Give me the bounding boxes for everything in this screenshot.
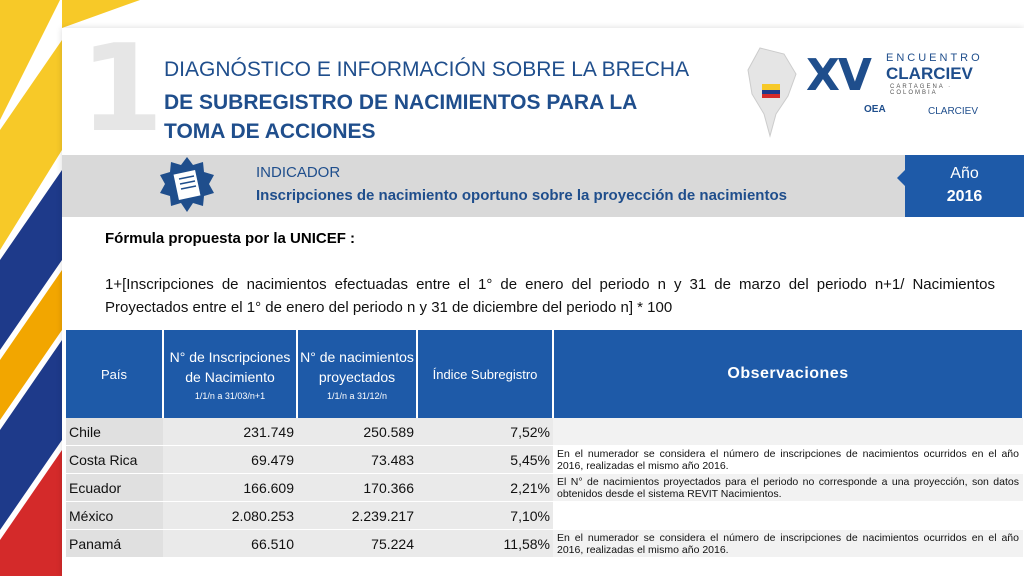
cell-proyectados: 75.224: [297, 529, 417, 558]
slide-title-line1: DIAGNÓSTICO E INFORMACIÓN SOBRE LA BRECH…: [164, 58, 690, 81]
header-pais: País: [66, 330, 164, 418]
cell-inscripciones: 231.749: [163, 418, 297, 446]
formula-text: 1+[Inscripciones de nacimientos efectuad…: [105, 276, 995, 316]
table-header-row: País N° de Inscripciones de Nacimiento 1…: [66, 330, 1024, 418]
header-inscripciones-label: N° de Inscripciones de Nacimiento: [169, 349, 291, 385]
header-observaciones: Observaciones: [553, 330, 1024, 418]
cell-proyectados: 2.239.217: [297, 501, 417, 530]
table-row: Panamá 66.510 75.224 11,58% En el numera…: [66, 529, 1023, 558]
header-inscripciones: N° de Inscripciones de Nacimiento 1/1/n …: [163, 330, 298, 418]
cell-indice: 2,21%: [417, 473, 553, 502]
cell-indice: 7,52%: [417, 418, 553, 446]
table-row: Ecuador 166.609 170.366 2,21% El N° de n…: [66, 473, 1023, 502]
cell-observaciones: El N° de nacimientos proyectados para el…: [553, 473, 1023, 502]
year-label: Año: [950, 165, 979, 182]
cell-indice: 11,58%: [417, 529, 553, 558]
table-row: Chile 231.749 250.589 7,52%: [66, 418, 1023, 446]
cell-pais: Ecuador: [66, 473, 163, 502]
cell-pais: México: [66, 501, 163, 530]
table-row: México 2.080.253 2.239.217 7,10%: [66, 501, 1023, 530]
year-notch: [897, 170, 905, 186]
logo-clarciev: CLARCIEV: [886, 64, 973, 83]
indicator-text: Inscripciones de nacimiento oportuno sob…: [256, 187, 787, 204]
cell-observaciones: [553, 418, 1023, 446]
certificate-badge-icon: [160, 157, 214, 212]
cell-inscripciones: 2.080.253: [163, 501, 297, 530]
cell-observaciones: En el numerador se considera el número d…: [553, 529, 1023, 558]
header-proyectados: N° de nacimientos proyectados 1/1/n a 31…: [297, 330, 418, 418]
cell-pais: Panamá: [66, 529, 163, 558]
header-proyectados-sub: 1/1/n a 31/12/n: [326, 391, 388, 401]
logo-encuentro: ENCUENTRO: [886, 52, 983, 64]
table-row: Costa Rica 69.479 73.483 5,45% En el num…: [66, 445, 1023, 474]
logo-city: CARTAGENA · COLOMBIA: [890, 84, 953, 96]
map-icon: [747, 47, 797, 138]
cell-proyectados: 73.483: [297, 445, 417, 474]
clarciev-logo: XV ENCUENTRO CLARCIEV CARTAGENA · COLOMB…: [740, 44, 980, 144]
slide-title-line2: DE SUBREGISTRO DE NACIMIENTOS PARA LA TO…: [164, 91, 637, 143]
logo-roman: XV: [806, 50, 872, 101]
cell-inscripciones: 66.510: [163, 529, 297, 558]
cell-indice: 7,10%: [417, 501, 553, 530]
cell-indice: 5,45%: [417, 445, 553, 474]
cell-proyectados: 250.589: [297, 418, 417, 446]
logo-partner-clarciev: CLARCIEV: [928, 106, 979, 117]
indicator-band: INDICADOR Inscripciones de nacimiento op…: [62, 155, 1024, 217]
cell-inscripciones: 166.609: [163, 473, 297, 502]
data-table: País N° de Inscripciones de Nacimiento 1…: [66, 330, 1024, 558]
logo-partner-oea: OEA: [864, 104, 886, 115]
slide-number: 1: [80, 20, 164, 159]
cell-inscripciones: 69.479: [163, 445, 297, 474]
header-proyectados-label: N° de nacimientos proyectados: [300, 349, 414, 385]
year-box: Año 2016: [905, 155, 1024, 217]
cell-pais: Chile: [66, 418, 163, 446]
header-indice: Índice Subregistro: [417, 330, 554, 418]
formula-title: Fórmula propuesta por la UNICEF :: [105, 230, 356, 247]
cell-proyectados: 170.366: [297, 473, 417, 502]
year-value: 2016: [946, 188, 983, 205]
cell-pais: Costa Rica: [66, 445, 163, 474]
header-inscripciones-sub: 1/1/n a 31/03/n+1: [194, 391, 266, 401]
cell-observaciones: En el numerador se considera el número d…: [553, 445, 1023, 474]
indicator-label: INDICADOR: [256, 164, 341, 181]
cell-observaciones: [553, 501, 1023, 530]
